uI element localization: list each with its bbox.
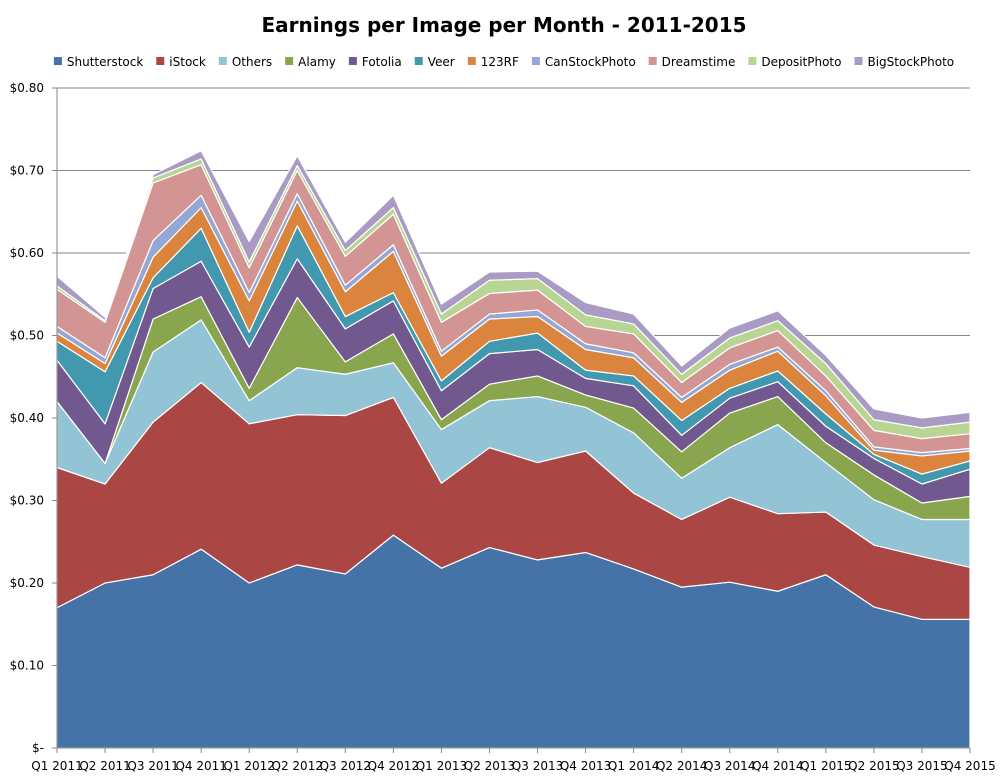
legend-swatch-dreamstime	[648, 57, 657, 65]
legend-swatch-fotolia	[348, 57, 357, 65]
legend-label: Veer	[428, 55, 455, 69]
chart-legend: Shutterstock iStock Others Alamy Fotolia Veer…	[53, 55, 954, 69]
y-tick-label: $0.50	[10, 329, 44, 343]
x-tick-label: Q1 2014	[608, 759, 659, 773]
x-tick-label: Q3 2012	[320, 759, 371, 773]
y-tick-label: $0.80	[10, 81, 44, 95]
x-tick-label: Q2 2012	[272, 759, 323, 773]
legend-label: Fotolia	[362, 55, 402, 69]
axes	[52, 87, 971, 753]
y-tick-label: $0.40	[10, 411, 44, 425]
legend-swatch-123rf	[467, 57, 476, 65]
legend-swatch-canstockphoto	[531, 57, 540, 65]
legend-label: iStock	[169, 55, 206, 69]
legend-label: CanStockPhoto	[545, 55, 636, 69]
legend-label: BigStockPhoto	[867, 55, 954, 69]
x-tick-label: Q3 2013	[512, 759, 563, 773]
x-tick-label: Q1 2013	[416, 759, 467, 773]
legend-swatch-depositphoto	[748, 57, 757, 65]
x-tick-label: Q4 2013	[560, 759, 611, 773]
y-tick-label: $-	[32, 741, 44, 755]
y-axis-tick-labels: $- $0.10 $0.20 $0.30 $0.40 $0.50 $0.60 $0.70 $0.…	[10, 81, 44, 755]
legend-label: Dreamstime	[662, 55, 736, 69]
x-tick-label: Q1 2011	[31, 759, 82, 773]
legend-swatch-veer	[414, 57, 423, 65]
x-tick-label: Q4 2015	[944, 759, 995, 773]
legend-label: DepositPhoto	[761, 55, 841, 69]
chart-title: Earnings per Image per Month - 2011-2015	[261, 13, 746, 37]
x-tick-label: Q1 2015	[800, 759, 851, 773]
x-tick-label: Q3 2011	[127, 759, 178, 773]
legend-swatch-istock	[156, 57, 165, 65]
area-series-group	[56, 150, 971, 749]
x-tick-label: Q1 2012	[223, 759, 274, 773]
y-tick-label: $0.10	[10, 659, 44, 673]
legend-swatch-alamy	[285, 57, 294, 65]
y-tick-label: $0.70	[10, 164, 44, 178]
legend-swatch-shutterstock	[53, 57, 62, 65]
x-tick-label: Q4 2012	[368, 759, 419, 773]
x-tick-label: Q4 2014	[752, 759, 803, 773]
x-tick-label: Q4 2011	[175, 759, 226, 773]
x-tick-label: Q2 2013	[464, 759, 515, 773]
legend-label: Shutterstock	[67, 55, 143, 69]
x-tick-label: Q3 2015	[896, 759, 947, 773]
x-tick-label: Q2 2011	[79, 759, 130, 773]
y-tick-label: $0.30	[10, 494, 44, 508]
x-tick-label: Q3 2014	[704, 759, 755, 773]
legend-swatch-bigstockphoto	[854, 57, 863, 65]
area-bigstockphoto	[56, 150, 971, 429]
legend-swatch-others	[218, 57, 227, 65]
y-tick-label: $0.20	[10, 576, 44, 590]
legend-label: 123RF	[481, 55, 519, 69]
legend-label: Others	[232, 55, 272, 69]
x-tick-label: Q2 2014	[656, 759, 707, 773]
y-tick-label: $0.60	[10, 246, 44, 260]
legend-label: Alamy	[298, 55, 336, 69]
x-tick-label: Q2 2015	[848, 759, 899, 773]
